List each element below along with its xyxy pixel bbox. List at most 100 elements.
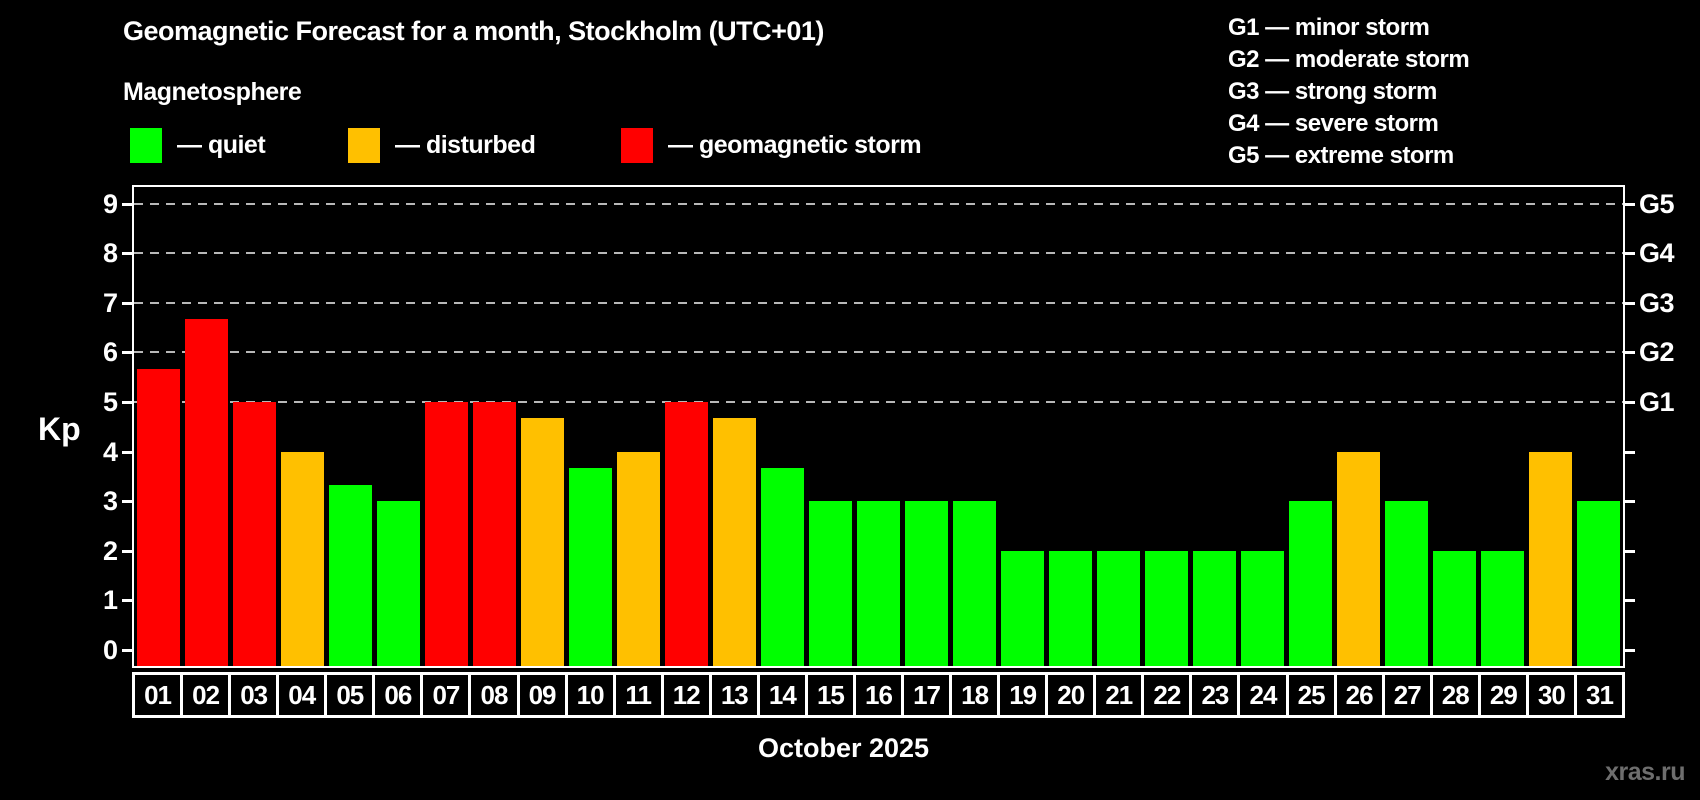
kp-bar-day-04 [280,451,324,666]
kp-bar-day-06 [376,501,420,666]
bar-slot-day-27 [1383,187,1431,666]
kp-bar-day-07 [424,402,468,666]
chart-plot-area: Kp 0 1 2 3 4 5 6 7 8 9 G1 G2 G3 G4 G5 [38,185,1675,668]
day-label-29: 29 [1480,675,1526,715]
g-scale-legend: G1 — minor storm G2 — moderate storm G3 … [1228,12,1470,172]
day-label-16: 16 [855,675,902,715]
day-label-02: 02 [183,675,229,715]
day-label-03: 03 [231,675,277,715]
bar-slot-day-04 [278,187,326,666]
bar-slot-day-11 [614,187,662,666]
day-label-07: 07 [423,675,469,715]
day-label-11: 11 [615,675,661,715]
day-label-31: 31 [1576,675,1622,715]
y-axis-label-9: 9 [102,188,118,219]
day-label-30: 30 [1528,675,1574,715]
kp-bar-day-17 [905,501,949,666]
bar-slot-day-13 [710,187,758,666]
day-label-22: 22 [1144,675,1190,715]
kp-bar-day-13 [712,418,756,666]
kp-bar-day-20 [1049,550,1093,666]
day-label-13: 13 [711,675,757,715]
y-axis-label-1: 1 [102,585,118,616]
day-label-10: 10 [567,675,613,715]
quiet-color-swatch [130,128,162,163]
day-label-25: 25 [1288,675,1334,715]
kp-bar-day-30 [1529,451,1573,666]
bar-slot-day-26 [1335,187,1383,666]
y-axis-tick-3 [122,500,132,504]
g5-legend-line: G5 — extreme storm [1228,142,1454,169]
day-label-17: 17 [904,675,950,715]
right-axis-label-g1: G1 [1639,387,1675,417]
bar-slot-day-03 [230,187,278,666]
kp-bar-day-11 [616,451,660,666]
bar-slot-day-23 [1191,187,1239,666]
right-axis-tick-0 [1625,649,1635,652]
kp-bar-day-28 [1433,550,1477,666]
gridline-kp8 [134,252,1623,255]
right-axis-tick-1 [1625,599,1635,603]
day-label-14: 14 [759,675,805,715]
y-axis-tick-7 [122,301,132,305]
legend-item-disturbed: — disturbed [348,128,536,163]
g3-legend-line: G3 — strong storm [1228,78,1437,105]
legend-label-quiet: — quiet [177,131,266,159]
day-label-24: 24 [1240,675,1286,715]
right-axis-label-g2: G2 [1639,337,1675,368]
chart-title: Geomagnetic Forecast for a month, Stockh… [123,16,824,46]
kp-bar-day-18 [953,501,997,666]
bar-slot-day-09 [518,187,566,666]
y-axis-label-5: 5 [102,387,118,417]
y-axis-tick-1 [122,599,132,603]
day-label-05: 05 [327,675,373,715]
right-axis-tick-4 [1625,450,1635,454]
y-axis-label-7: 7 [102,287,118,318]
bar-slot-day-10 [566,187,614,666]
kp-bar-day-01 [136,368,180,666]
right-axis-label-g5: G5 [1639,188,1675,219]
bar-slot-day-19 [999,187,1047,666]
bar-slot-day-22 [1143,187,1191,666]
bar-slot-day-12 [662,187,710,666]
y-axis-label-2: 2 [102,535,118,566]
day-label-27: 27 [1384,675,1430,715]
kp-bar-day-16 [856,501,900,666]
bar-slot-day-07 [422,187,470,666]
bar-slot-day-02 [182,187,230,666]
y-axis-tick-8 [122,252,132,256]
bar-slot-day-31 [1575,187,1623,666]
kp-bar-day-24 [1241,550,1285,666]
day-label-15: 15 [807,675,853,715]
bar-slot-day-28 [1431,187,1479,666]
kp-bar-day-02 [184,319,228,666]
day-label-09: 09 [519,675,565,715]
kp-bar-day-26 [1337,451,1381,666]
y-axis-label-8: 8 [102,238,118,269]
day-labels-row: 01 02 03 04 05 06 07 08 09 10 11 12 13 14 15 16 17 18 19 20… [132,672,1625,718]
y-axis-tick-4 [122,450,132,454]
bar-slot-day-30 [1527,187,1575,666]
gridline-kp6 [134,351,1623,354]
bar-slot-day-24 [1239,187,1287,666]
y-axis-label-0: 0 [102,635,118,665]
right-axis-label-g4: G4 [1639,238,1675,269]
right-axis-tick-7 [1625,301,1635,305]
kp-bar-day-10 [568,467,612,666]
y-axis-title: Kp [38,411,81,447]
day-label-21: 21 [1096,675,1142,715]
kp-bar-day-08 [472,402,516,666]
right-axis-tick-2 [1625,549,1635,553]
bar-slot-day-21 [1095,187,1143,666]
right-axis-tick-3 [1625,500,1635,504]
kp-bar-day-21 [1097,550,1141,666]
bar-slot-day-06 [374,187,422,666]
disturbed-color-swatch [348,128,380,163]
kp-bar-day-27 [1385,501,1429,666]
day-label-18: 18 [952,675,998,715]
bar-slot-day-18 [951,187,999,666]
y-axis-label-4: 4 [102,436,118,467]
y-axis-tick-9 [122,202,132,206]
day-label-23: 23 [1192,675,1238,715]
